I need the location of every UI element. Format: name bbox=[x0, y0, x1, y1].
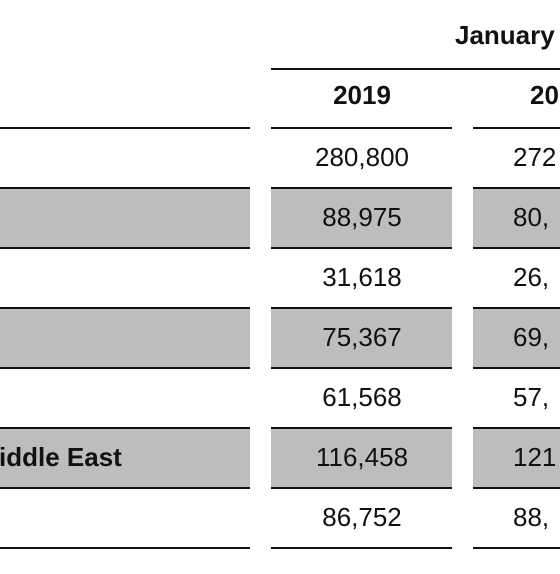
cell: 116,458 bbox=[316, 442, 408, 472]
row-label: iddle East bbox=[0, 442, 122, 472]
column-header: 20 bbox=[530, 80, 559, 110]
row-shade bbox=[271, 308, 452, 368]
column-header: 2019 bbox=[333, 80, 391, 110]
row-shade bbox=[0, 428, 250, 488]
cell: 86,752 bbox=[322, 502, 402, 532]
row-shade bbox=[0, 308, 250, 368]
cell: 121 bbox=[513, 442, 556, 472]
row-shade bbox=[0, 188, 250, 248]
row-shade bbox=[271, 188, 452, 248]
cell: 280,800 bbox=[315, 142, 409, 172]
row-shade bbox=[473, 428, 560, 488]
period-header: January - bbox=[455, 20, 560, 50]
cell: 57, bbox=[513, 382, 549, 412]
cell: 61,568 bbox=[322, 382, 402, 412]
row-shade bbox=[473, 188, 560, 248]
cell: 69, bbox=[513, 322, 549, 352]
cell: 272 bbox=[513, 142, 556, 172]
cell: 26, bbox=[513, 262, 549, 292]
cell: 31,618 bbox=[322, 262, 402, 292]
cell: 88,975 bbox=[322, 202, 402, 232]
cell: 88, bbox=[513, 502, 549, 532]
cell: 75,367 bbox=[322, 322, 402, 352]
row-shade bbox=[271, 428, 452, 488]
row-shade bbox=[473, 308, 560, 368]
cell: 80, bbox=[513, 202, 549, 232]
